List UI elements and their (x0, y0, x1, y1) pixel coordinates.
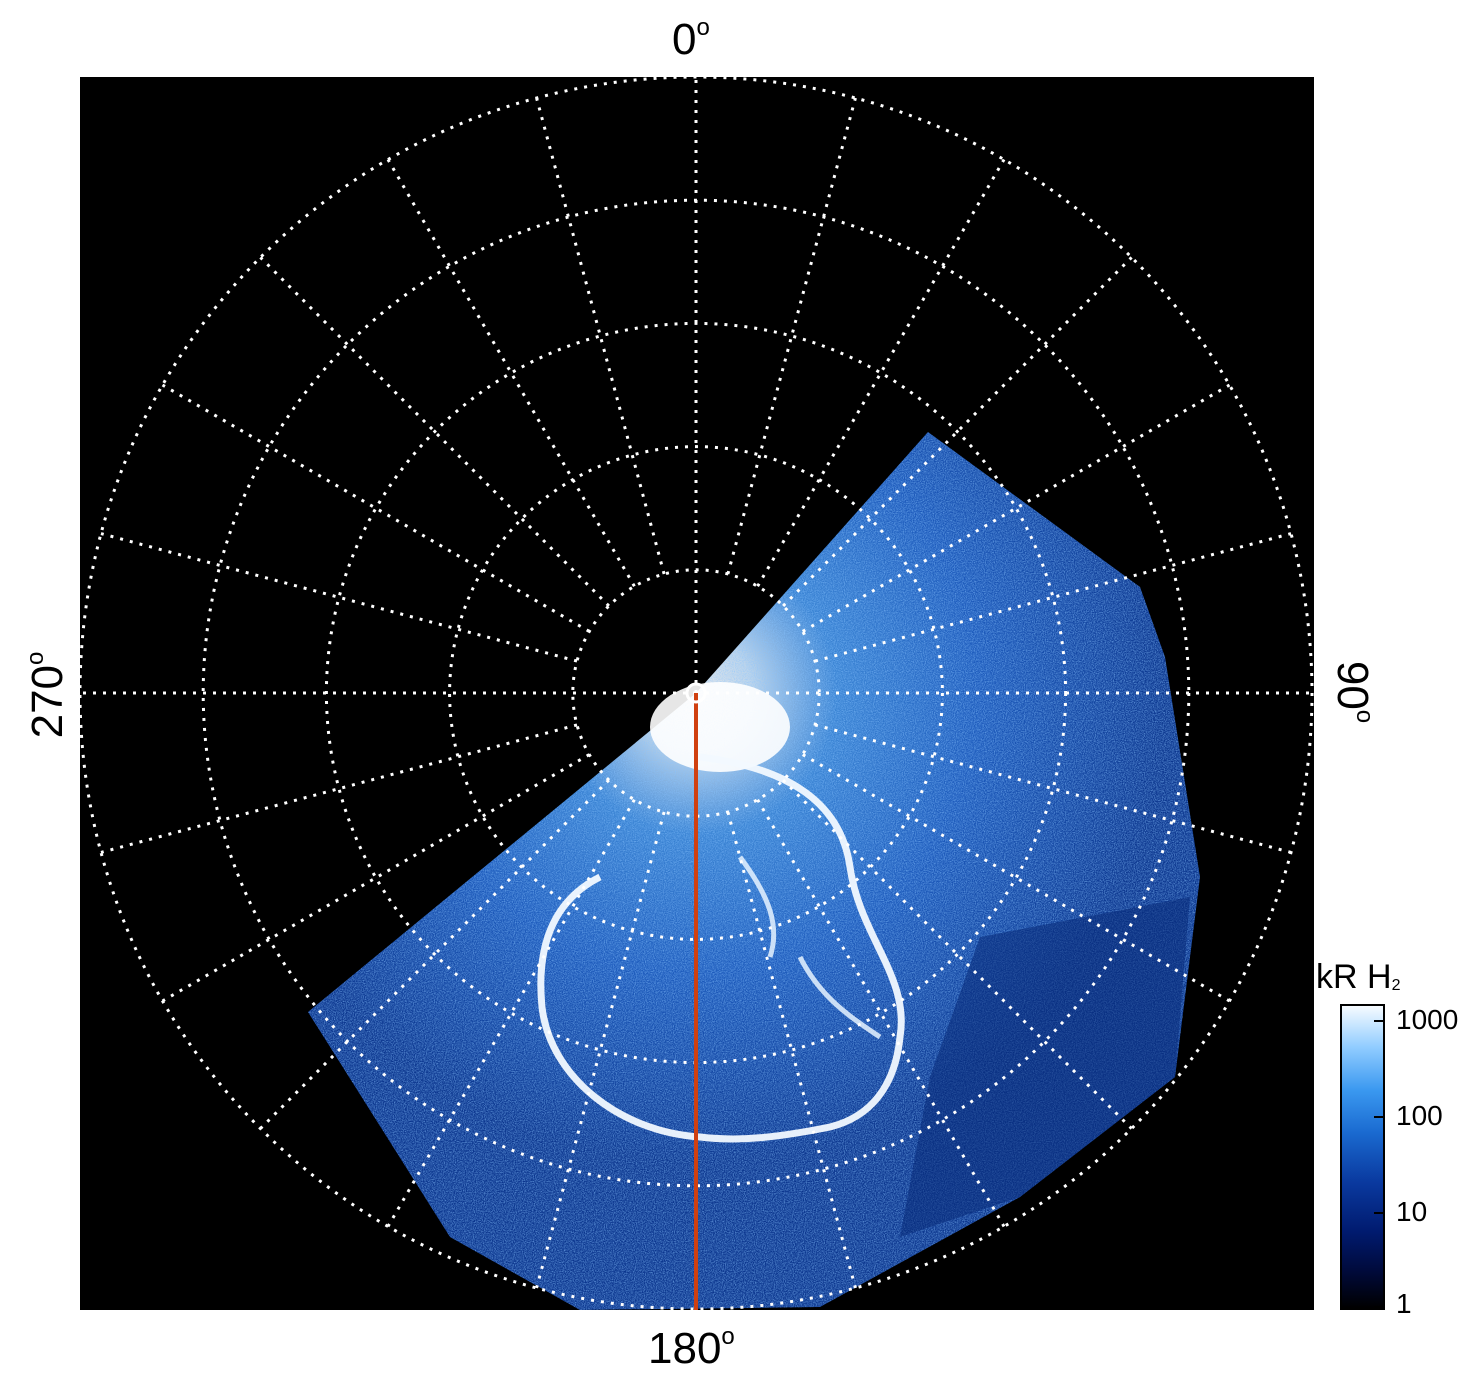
grid-meridian (535, 811, 666, 1289)
grid-circle (571, 568, 821, 818)
grid-meridian (801, 383, 1231, 633)
grid-meridian (726, 811, 857, 1289)
grid-meridian (726, 97, 857, 575)
auroral-filament (737, 855, 882, 1040)
colorbar-tick-1000: 1000 (1396, 1004, 1459, 1035)
grid-meridian (535, 97, 666, 575)
grid-meridian (259, 779, 610, 1130)
grid-meridian (782, 779, 1133, 1130)
colorbar-title: kR H2 (1316, 958, 1401, 996)
main-auroral-oval (537, 753, 905, 1143)
longitude-label-270: 270o (22, 651, 72, 739)
grid-meridian (756, 158, 1006, 588)
grid-meridian (756, 798, 1006, 1228)
grid-meridian (782, 256, 1133, 607)
colorbar-tick-1: 1 (1396, 1288, 1412, 1319)
grid-circle (448, 445, 944, 941)
longitude-label-0: 0o (672, 14, 710, 64)
polar-projection-image (80, 77, 1314, 1310)
colorbar-tick-mark (1374, 1212, 1384, 1214)
grid-meridian (100, 532, 578, 663)
polar-bright-patch (650, 682, 790, 772)
grid-meridian (814, 723, 1292, 854)
emission-noise (308, 432, 1200, 1310)
grid-meridian (801, 753, 1231, 1003)
grid-meridian (100, 723, 578, 854)
longitude-label-90: 90o (1328, 660, 1378, 724)
pole-marker (685, 682, 707, 704)
grid-circle (80, 77, 1314, 1310)
colorbar-tick-mark (1374, 1020, 1384, 1022)
dim-region (900, 897, 1190, 1237)
grid-meridian (259, 256, 610, 607)
grid-meridian (161, 383, 591, 633)
polar-plot (80, 77, 1314, 1310)
grid-meridian (386, 158, 636, 588)
lat-lon-grid (80, 77, 1314, 1310)
longitude-label-180: 180o (648, 1323, 735, 1373)
colorbar-tick-100: 100 (1396, 1100, 1443, 1131)
grid-meridian (161, 753, 591, 1003)
colorbar-tick-mark (1374, 1306, 1384, 1308)
colorbar-tick-mark (1374, 1116, 1384, 1118)
colorbar (1340, 1004, 1385, 1310)
grid-meridian (386, 798, 636, 1228)
colorbar-tick-10: 10 (1396, 1196, 1428, 1227)
grid-meridian (814, 532, 1292, 663)
